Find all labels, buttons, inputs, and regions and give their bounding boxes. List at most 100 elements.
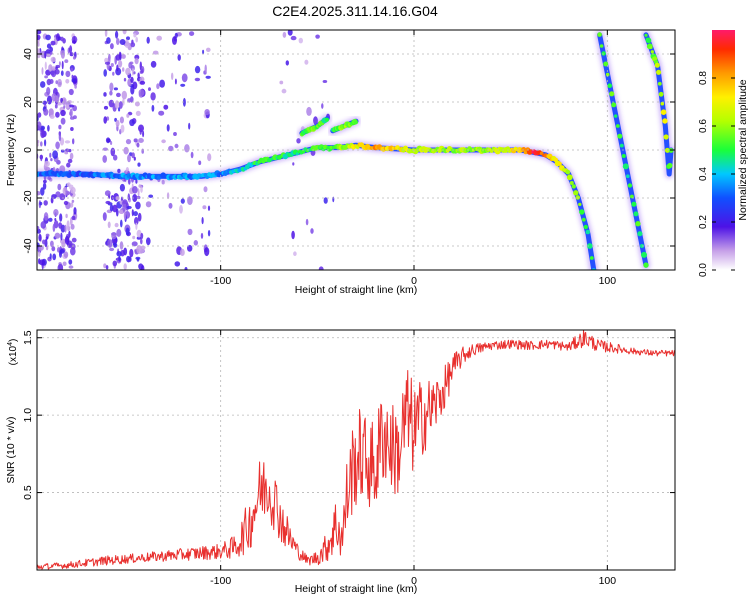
noise-speck <box>130 76 134 83</box>
track-sample <box>615 124 620 128</box>
track-sample <box>635 221 641 227</box>
noise-speck <box>123 77 127 82</box>
noise-speck <box>140 232 144 240</box>
snr-y-multiplier-close: ) <box>8 339 19 342</box>
noise-speck <box>207 230 211 237</box>
noise-speck <box>190 151 194 159</box>
noise-speck <box>290 35 297 41</box>
track-sample <box>643 262 649 268</box>
noise-speck <box>58 222 63 229</box>
noise-speck <box>159 79 166 88</box>
track-sample <box>633 211 639 217</box>
noise-speck <box>204 247 210 257</box>
snr-grid <box>37 330 675 570</box>
noise-speck <box>62 261 67 267</box>
noise-speck <box>70 247 76 256</box>
noise-speck <box>72 40 77 44</box>
noise-speck <box>119 209 124 214</box>
noise-speck <box>49 253 52 260</box>
noise-speck <box>40 129 45 139</box>
noise-speck <box>71 237 77 243</box>
noise-speck <box>129 248 134 258</box>
noise-speck <box>43 212 49 221</box>
noise-speck <box>123 247 128 256</box>
noise-speck <box>70 67 74 72</box>
y-tick-label: -40 <box>22 238 34 253</box>
noise-speck <box>134 217 139 226</box>
noise-speck <box>37 34 41 40</box>
noise-speck <box>69 45 73 54</box>
noise-speck <box>138 138 144 143</box>
noise-speck <box>105 200 111 205</box>
noise-speck <box>37 121 42 130</box>
spectrogram-y-label: Frequency (Hz) <box>5 114 17 186</box>
track-sample <box>579 209 585 215</box>
noise-speck <box>202 49 205 55</box>
noise-speck <box>112 260 118 267</box>
noise-speck <box>38 233 42 242</box>
spectrogram-x-label: Height of straight line (km) <box>295 284 418 296</box>
noise-speck <box>72 138 75 145</box>
noise-speck <box>50 196 54 204</box>
x-tick-label: 100 <box>599 575 617 587</box>
noise-speck <box>122 67 125 72</box>
noise-speck <box>132 194 138 202</box>
noise-speck <box>60 117 66 125</box>
noise-speck <box>58 61 61 66</box>
noise-speck <box>107 239 113 248</box>
noise-speck <box>40 187 45 196</box>
noise-speck <box>73 207 77 215</box>
noise-speck <box>54 96 60 103</box>
noise-speck <box>50 40 56 46</box>
noise-speck <box>194 65 201 74</box>
track-sample <box>609 91 615 97</box>
noise-speck <box>109 82 114 92</box>
noise-speck <box>322 80 328 83</box>
y-tick-label: 20 <box>22 96 34 108</box>
track-sample <box>658 91 664 97</box>
noise-speck <box>188 122 191 130</box>
snr-line <box>37 330 675 570</box>
noise-speck <box>150 92 156 101</box>
noise-speck <box>293 251 297 256</box>
noise-speck <box>112 71 115 76</box>
noise-speck <box>131 241 138 247</box>
noise-speck <box>132 81 138 90</box>
noise-speck <box>163 104 169 110</box>
noise-speck <box>107 221 111 229</box>
noise-speck <box>121 54 126 59</box>
noise-speck <box>158 110 165 116</box>
noise-speck <box>318 266 324 270</box>
noise-speck <box>332 196 335 203</box>
background-noise-speckle <box>37 30 335 270</box>
noise-speck <box>46 87 51 96</box>
noise-speck <box>304 59 309 65</box>
noise-speck <box>127 193 130 201</box>
noise-speck <box>103 105 109 110</box>
noise-speck <box>38 245 44 251</box>
track-sample <box>583 224 588 230</box>
noise-speck <box>55 191 61 198</box>
noise-speck <box>168 202 173 209</box>
noise-speck <box>135 222 138 230</box>
snr-plot-area <box>37 330 675 570</box>
noise-speck <box>187 196 193 206</box>
noise-speck <box>201 217 204 225</box>
noise-speck <box>134 101 140 107</box>
noise-speck <box>44 75 48 79</box>
noise-speck <box>109 204 114 212</box>
noise-speck <box>133 33 137 38</box>
noise-speck <box>123 263 127 270</box>
noise-speck <box>43 179 47 184</box>
noise-speck <box>113 87 118 91</box>
noise-speck <box>173 132 177 136</box>
noise-speck <box>52 253 57 261</box>
noise-speck <box>142 130 145 138</box>
track-sample <box>621 154 626 158</box>
colorbar-tick-label: 0.8 <box>698 71 709 85</box>
noise-speck <box>114 100 120 109</box>
noise-speck <box>133 138 138 143</box>
snr-x-label: Height of straight line (km) <box>295 583 418 595</box>
noise-speck <box>111 232 117 240</box>
noise-speck <box>46 43 52 49</box>
